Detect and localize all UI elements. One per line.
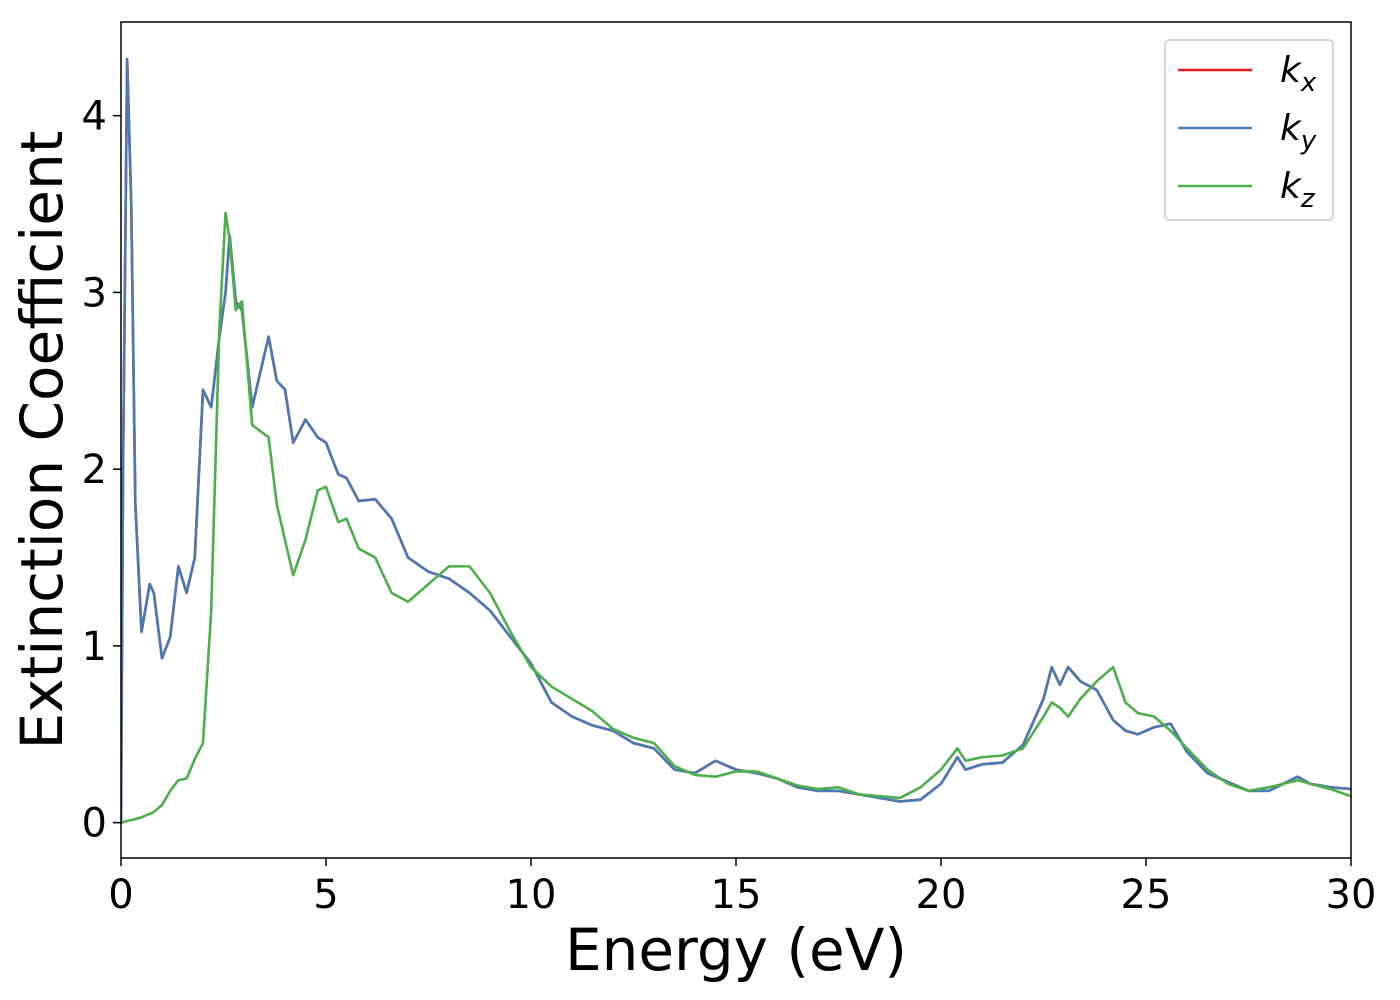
x-tick-label: 20	[916, 872, 967, 918]
y-axis-label: Extinction Coefficient	[8, 131, 76, 750]
x-tick-label: 10	[506, 872, 557, 918]
legend-label: ky	[1280, 108, 1317, 156]
y-tick-label: 2	[82, 447, 107, 493]
series-line	[121, 211, 1351, 824]
y-tick-label: 3	[82, 270, 107, 316]
y-tick-label: 1	[82, 624, 107, 670]
y-tick-label: 0	[82, 801, 107, 847]
x-tick-label: 15	[711, 872, 762, 918]
plot-frame	[120, 21, 1352, 859]
legend-label: kx	[1280, 50, 1317, 98]
x-tick-label: 0	[108, 872, 133, 918]
x-axis-label: Energy (eV)	[565, 916, 907, 984]
series-line	[121, 57, 1351, 823]
legend-label: kz	[1280, 166, 1316, 214]
y-tick-label: 4	[82, 94, 107, 140]
x-tick-label: 25	[1121, 872, 1172, 918]
legend-box	[1164, 39, 1334, 221]
x-tick-label: 5	[313, 872, 338, 918]
x-tick-label: 30	[1326, 872, 1377, 918]
